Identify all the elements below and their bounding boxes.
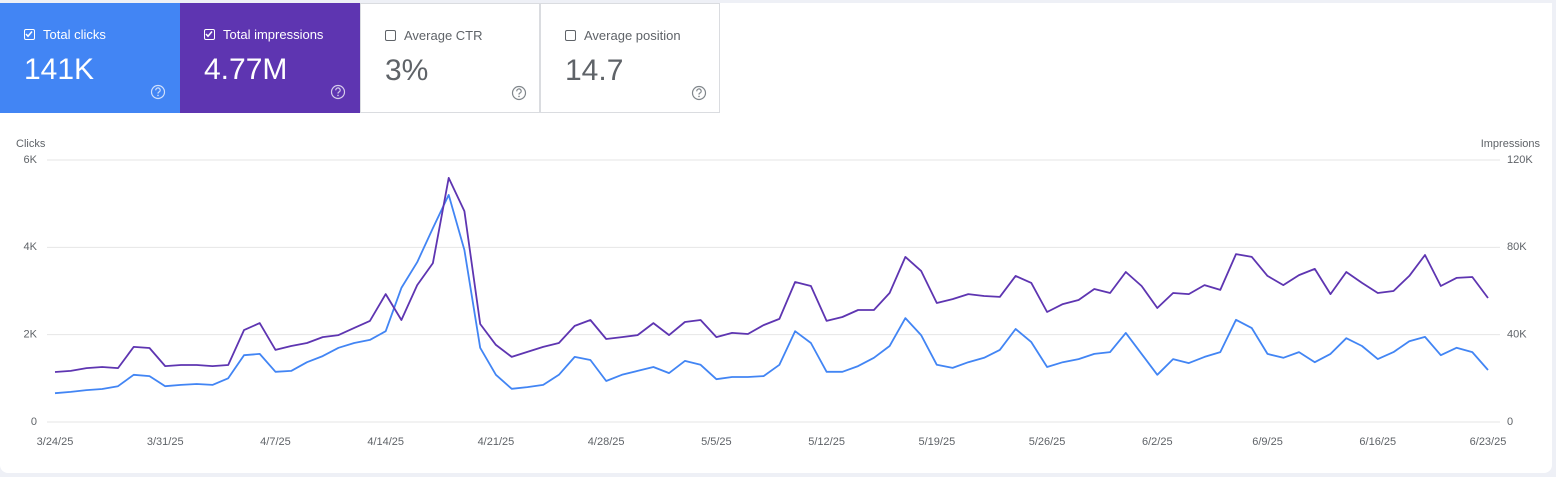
metric-card[interactable]: Total impressions 4.77M: [180, 3, 360, 113]
help-icon[interactable]: [330, 84, 346, 100]
x-tick-label: 5/26/25: [1029, 436, 1066, 448]
y2-axis-title: Impressions: [1481, 138, 1541, 150]
checkmark: [25, 31, 33, 38]
help-dot: [157, 94, 159, 97]
series-line: [54, 177, 1489, 373]
metric-card[interactable]: Total clicks 141K: [0, 3, 180, 113]
y2-tick-label: 120K: [1507, 154, 1533, 166]
help-circle: [511, 85, 527, 101]
x-tick-label: 3/31/25: [147, 436, 184, 448]
metric-label: Total clicks: [43, 27, 106, 42]
metric-label: Average CTR: [404, 28, 483, 43]
metric-value: 14.7: [565, 54, 624, 87]
x-tick-label: 6/23/25: [1470, 436, 1507, 448]
y-axis-title: Clicks: [16, 138, 46, 150]
y-tick-label: 4K: [24, 241, 38, 253]
x-tick-label: 4/7/25: [260, 436, 291, 448]
help-glyph: [335, 87, 341, 94]
x-tick-label: 6/9/25: [1252, 436, 1283, 448]
help-glyph: [516, 88, 522, 95]
help-dot: [337, 94, 339, 97]
y2-tick-label: 0: [1507, 416, 1513, 428]
x-tick-label: 4/21/25: [478, 436, 515, 448]
help-icon[interactable]: [511, 85, 527, 101]
help-dot: [698, 95, 700, 98]
checkmark: [205, 31, 213, 38]
help-dot: [518, 95, 520, 98]
help-glyph: [696, 88, 702, 95]
checkmark-path: [25, 31, 33, 38]
help-circle: [330, 84, 346, 100]
metric-value: 4.77M: [204, 53, 288, 86]
x-tick-label: 5/5/25: [701, 436, 732, 448]
checkbox[interactable]: [385, 30, 396, 41]
x-tick-label: 5/12/25: [808, 436, 845, 448]
y-tick-label: 6K: [24, 154, 38, 166]
checkmark-path: [205, 31, 213, 38]
x-tick-label: 6/16/25: [1359, 436, 1396, 448]
checkbox[interactable]: [565, 30, 576, 41]
metric-value: 141K: [24, 53, 95, 86]
help-glyph: [155, 87, 161, 94]
performance-panel: Total clicks 141K Total impressions 4.77M Av…: [0, 3, 1552, 473]
x-tick-label: 5/19/25: [918, 436, 955, 448]
metric-value: 3%: [385, 54, 429, 87]
y2-tick-label: 40K: [1507, 329, 1527, 341]
y-tick-label: 0: [31, 416, 37, 428]
metric-card[interactable]: Average position 14.7: [540, 3, 720, 113]
series-line: [54, 194, 1489, 395]
y2-tick-label: 80K: [1507, 241, 1527, 253]
x-tick-label: 4/28/25: [588, 436, 625, 448]
checkbox[interactable]: [24, 29, 35, 40]
checkbox[interactable]: [204, 29, 215, 40]
help-circle: [691, 85, 707, 101]
metric-label: Average position: [584, 28, 681, 43]
help-icon[interactable]: [150, 84, 166, 100]
metric-label: Total impressions: [223, 27, 324, 42]
x-tick-label: 6/2/25: [1142, 436, 1173, 448]
help-icon[interactable]: [691, 85, 707, 101]
x-tick-label: 4/14/25: [367, 436, 404, 448]
y-tick-label: 2K: [24, 329, 38, 341]
x-tick-label: 3/24/25: [37, 436, 74, 448]
help-circle: [150, 84, 166, 100]
metric-card[interactable]: Average CTR 3%: [360, 3, 540, 113]
